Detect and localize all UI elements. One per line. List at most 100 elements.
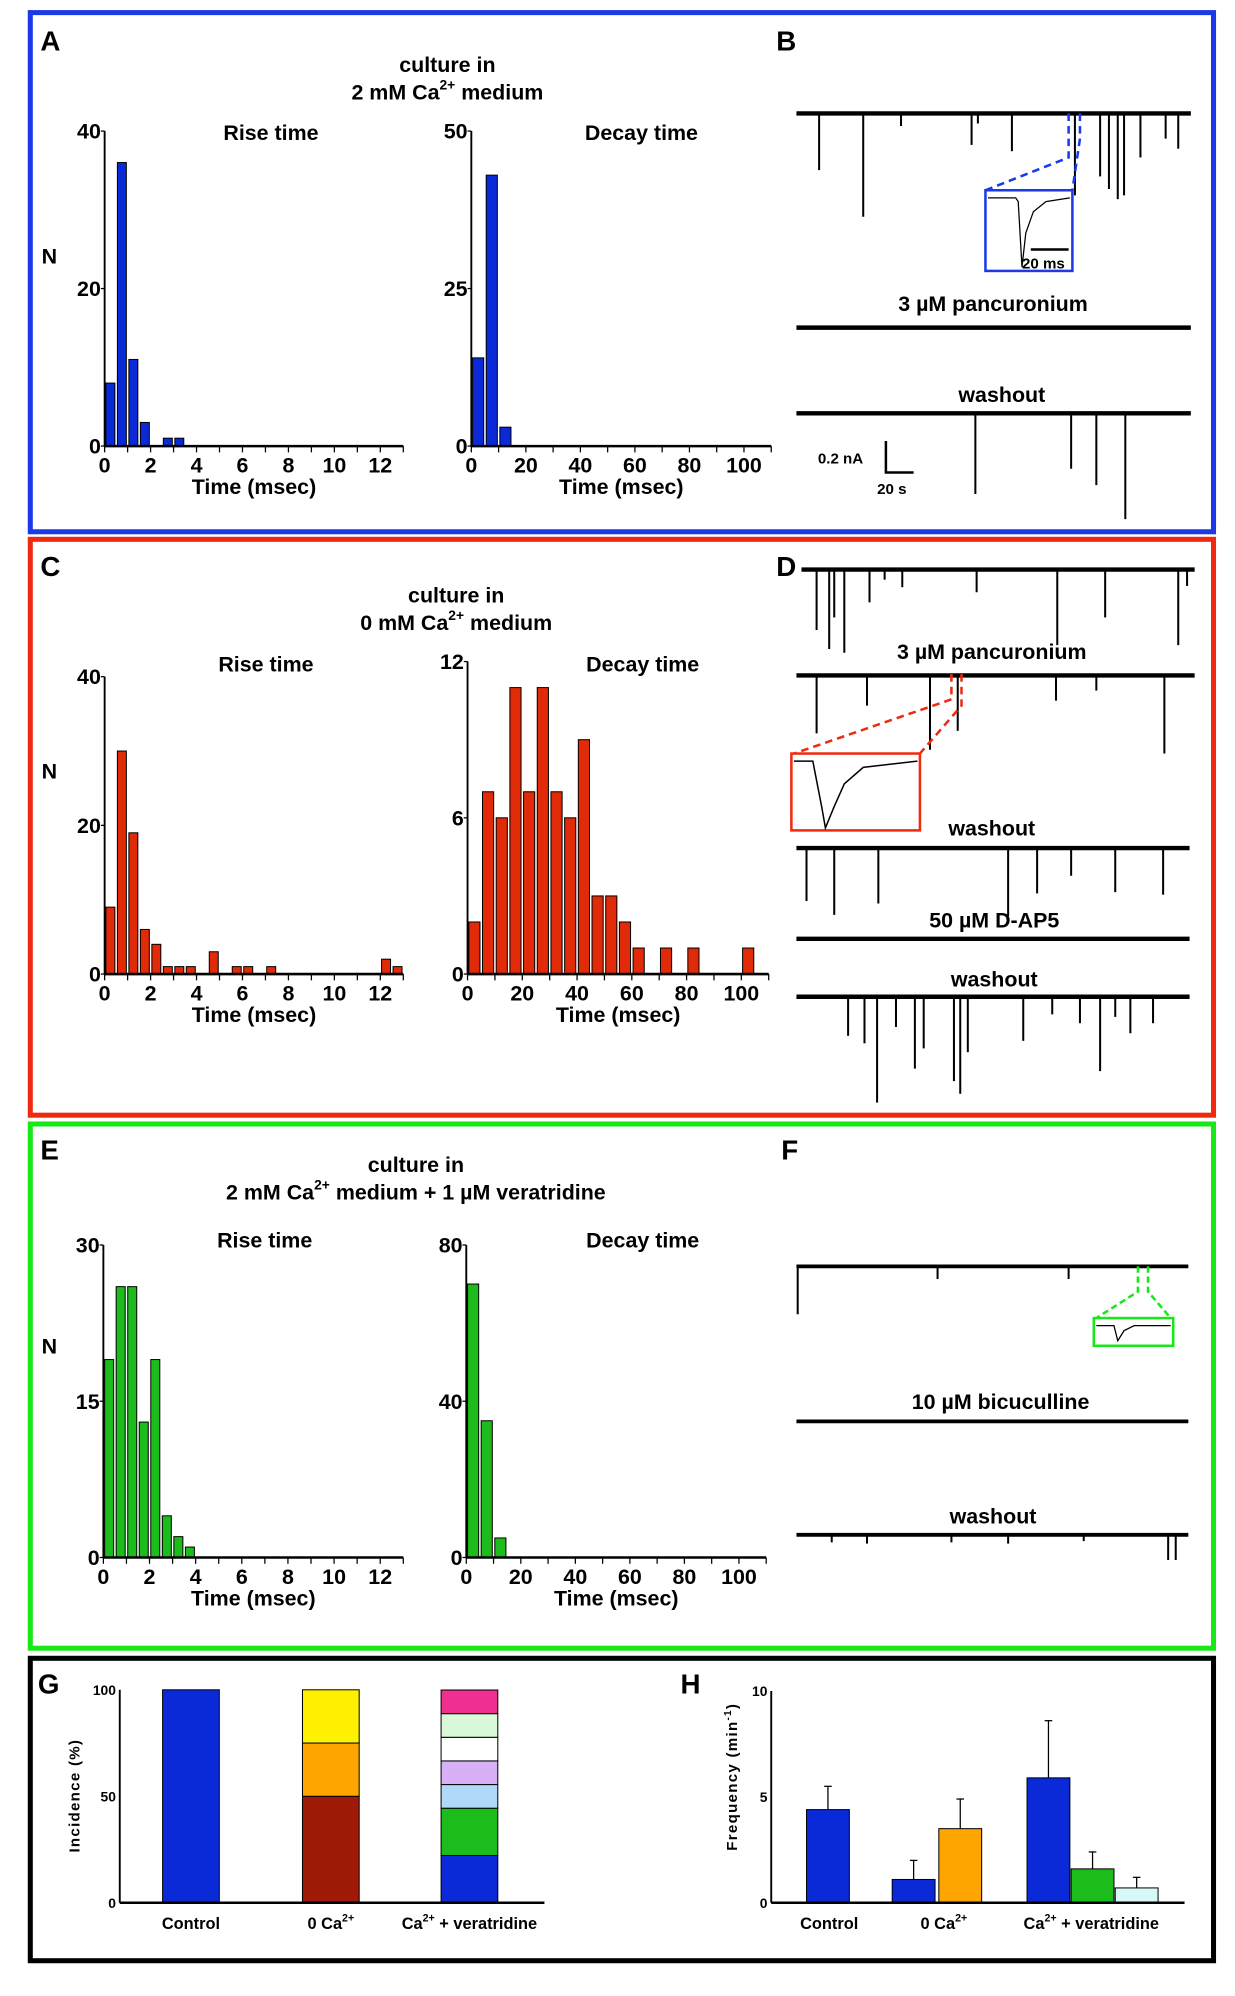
histogram-bar [499, 426, 512, 447]
histogram-bar [139, 421, 150, 447]
histogram-bar [104, 1359, 115, 1558]
y-tick-label: 0 [451, 1546, 463, 1570]
bar-chart-h: Control 0 Ca2+ Ca2+ + veratridine0510Frequ… [723, 1683, 1185, 1933]
y-axis-label: Incidence (%) [66, 1739, 83, 1853]
x-tick-label: 8 [282, 982, 294, 1006]
y-tick-label: 0 [456, 435, 468, 459]
histogram-bar [184, 1546, 195, 1558]
x-tick-label: 100 [726, 454, 762, 478]
frequency-bar [1114, 1887, 1159, 1904]
x-axis-label: Time (msec) [559, 475, 684, 499]
x-tick-label: 2 [144, 1565, 156, 1589]
chart-title: Rise time [223, 121, 318, 145]
category-label: Control [800, 1915, 858, 1933]
x-tick-label: 0 [99, 982, 111, 1006]
y-tick-label: 6 [452, 806, 464, 830]
stacked-segment [301, 1689, 360, 1744]
category-label: 0 Ca2+ [921, 1913, 968, 1934]
d-trace-washout2 [796, 994, 1190, 1103]
x-axis-label: Time (msec) [554, 1586, 679, 1610]
histogram-bar [139, 928, 150, 975]
y-tick-label: 5 [760, 1789, 768, 1805]
x-tick-label: 4 [191, 454, 203, 478]
b-scale-y-label: 0.2 nA [818, 451, 863, 468]
title-c-line1: culture in [408, 583, 504, 607]
stacked-segment [440, 1736, 499, 1762]
histogram-bar [116, 162, 127, 447]
y-tick-label: 100 [93, 1682, 116, 1698]
panel-cd-border [27, 536, 1217, 1118]
d-trace-pancuronium [796, 673, 1195, 754]
category-label-text: 0 Ca [307, 1915, 342, 1933]
chart-title: Decay time [586, 653, 699, 677]
histogram-bar [128, 832, 139, 975]
category-label: Ca2+ + veratridine [402, 1913, 537, 1934]
histogram-bar [161, 1515, 172, 1558]
histogram-bar [138, 1421, 149, 1558]
inset-b-zoom-lines [984, 113, 1082, 192]
y-tick-label: 50 [444, 120, 468, 144]
histogram-bar [467, 1283, 480, 1558]
histogram-bar [105, 906, 116, 975]
category-label: Control [162, 1915, 220, 1933]
x-tick-label: 20 [509, 1565, 533, 1589]
histogram-a-decay: Decay time 0 25 50 0 20 40 60 80 100 Time (msec) [444, 120, 772, 499]
y-axis-label: Frequency (min-1) [723, 1703, 741, 1851]
x-tick-label: 6 [236, 1565, 248, 1589]
histogram-bar [509, 687, 522, 975]
current-traces [796, 111, 1195, 1561]
stacked-segment [301, 1795, 360, 1904]
category-label-sup: 2+ [423, 1913, 435, 1925]
category-label-post: + veratridine [435, 1915, 537, 1933]
b-trace-washout [796, 411, 1191, 520]
d-trace-washout1 [796, 845, 1190, 917]
title-c-line2: 0 mM Ca2+ medium [360, 607, 552, 635]
x-axis-label: Time (msec) [556, 1003, 681, 1027]
category-label-post: + veratridine [1057, 1915, 1159, 1933]
histogram-bar [381, 958, 392, 975]
y-tick-label: 30 [76, 1234, 100, 1258]
y-axis-label-sup: -1 [723, 1709, 734, 1720]
y-tick-label: 40 [77, 665, 101, 689]
stacked-segment [440, 1713, 499, 1738]
ylabel-a: N [42, 244, 57, 268]
b-label-drug: 3 µM pancuronium [898, 292, 1088, 316]
panel-letter-f: F [781, 1134, 798, 1165]
category-label-sup: 2+ [955, 1913, 967, 1925]
histogram-bar [128, 358, 139, 447]
y-tick-label: 20 [77, 814, 101, 838]
histogram-bar [494, 1537, 507, 1558]
stacked-bar-chart-g: Control 0 Ca2+ Ca2+ + veratridine050100Inc… [66, 1682, 545, 1934]
x-tick-label: 4 [190, 1565, 202, 1589]
panel-letter-d: D [776, 551, 796, 582]
histogram-bar [591, 895, 604, 975]
title-a-line2: 2 mM Ca2+ medium [351, 76, 543, 104]
y-tick-label: 50 [101, 1788, 117, 1804]
histogram-c-rise: Rise time 0 20 40 0 2 4 6 8 10 12 Time (msec) [77, 653, 404, 1027]
title-a-post: medium [455, 81, 543, 105]
title-c-sup: 2+ [448, 607, 464, 623]
category-label-text: Control [800, 1915, 858, 1933]
y-tick-label: 15 [76, 1390, 100, 1414]
inset-f-zoom-lines [1095, 1266, 1172, 1320]
stacked-segment [440, 1760, 499, 1786]
x-tick-label: 40 [563, 1565, 587, 1589]
panel-gh-border [27, 1655, 1217, 1964]
x-tick-label: 80 [675, 982, 699, 1006]
histogram-bar [495, 817, 508, 975]
frequency-bar [1026, 1777, 1071, 1904]
stacked-segment [440, 1784, 499, 1809]
title-c-post: medium [464, 611, 552, 635]
d-label-washout2: washout [950, 968, 1038, 992]
histogram-bar [105, 382, 116, 447]
y-axis-label-post: ) [724, 1703, 741, 1709]
b-label-washout: washout [957, 383, 1045, 407]
x-tick-label: 0 [99, 454, 111, 478]
histogram-bar [150, 1359, 161, 1558]
y-tick-label: 0 [89, 963, 101, 987]
category-label-sup: 2+ [1045, 1913, 1057, 1925]
inset-d-trace [793, 760, 918, 831]
histogram-bar [659, 947, 673, 975]
